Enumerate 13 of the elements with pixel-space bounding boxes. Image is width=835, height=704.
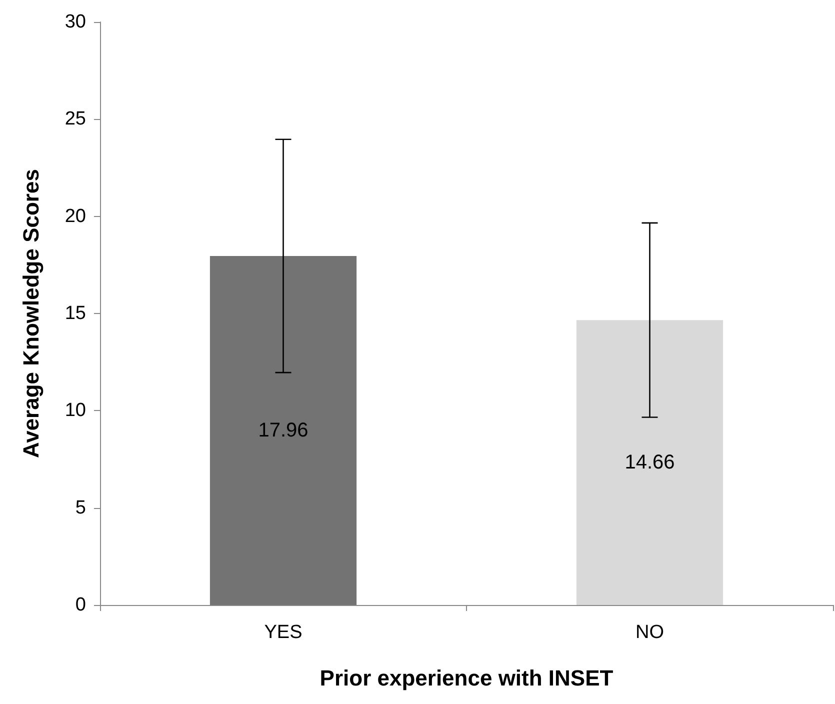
x-tick-label: NO [636,622,664,643]
y-tick-label: 5 [75,497,86,518]
y-axis-title: Average Knowledge Scores [18,169,44,458]
y-tick-label: 30 [64,12,86,32]
y-tick-label: 15 [64,303,86,324]
x-axis-title: Prior experience with INSET [320,666,614,690]
x-tick-label: YES [264,622,302,643]
data-label: 14.66 [624,452,675,474]
y-tick-label: 0 [75,594,86,616]
y-tick-label: 20 [64,206,86,227]
y-tick-label: 10 [64,400,86,422]
data-label: 17.96 [258,419,308,442]
y-tick-label: 25 [64,108,86,130]
